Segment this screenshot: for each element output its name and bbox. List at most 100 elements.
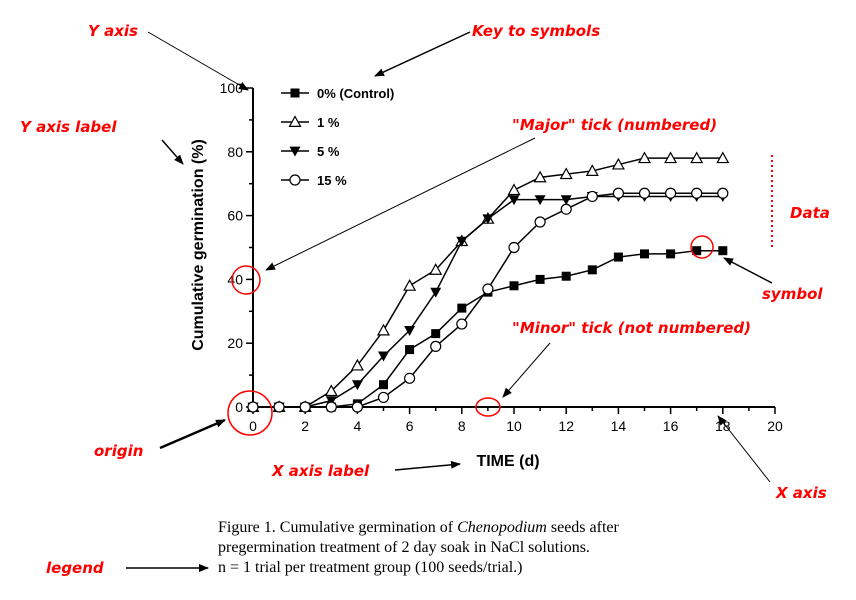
x-tick-label: 20 — [767, 418, 783, 434]
series-2 — [246, 151, 730, 412]
data-point — [560, 195, 572, 206]
x-tick-label: 2 — [301, 418, 309, 434]
data-point — [325, 401, 337, 413]
data-point — [666, 249, 676, 259]
data-point — [324, 384, 338, 397]
y-tick-label: 20 — [227, 335, 243, 351]
data-point — [640, 249, 649, 259]
arrow-key-to-symbols — [374, 31, 471, 77]
data-point — [482, 214, 494, 225]
x-tick-label: 10 — [506, 418, 522, 434]
annotation-legend: legend — [46, 559, 104, 577]
legend-label: 15 % — [317, 173, 347, 188]
legend-entry: 5 % — [281, 144, 340, 159]
data-point — [691, 187, 703, 199]
data-point — [379, 380, 388, 390]
legend-entry: 0% (Control) — [281, 86, 394, 101]
annotation-minor-tick: "Minor" tick (not numbered) — [512, 319, 751, 337]
series-line — [253, 192, 723, 408]
legend-label: 1 % — [317, 115, 340, 130]
highlight-origin — [227, 390, 273, 436]
data-point — [637, 151, 652, 164]
data-point — [351, 401, 363, 413]
data-point — [509, 281, 519, 291]
data-point — [351, 380, 363, 391]
caption-species: Chenopodium — [457, 519, 547, 536]
y-tick-label: 60 — [227, 208, 243, 224]
legend-entry: 15 % — [281, 173, 347, 188]
arrow-y-axis-label — [161, 139, 184, 165]
data-point — [247, 401, 259, 413]
data-point — [431, 329, 441, 339]
x-tick-label: 18 — [715, 418, 731, 434]
y-tick-label: 40 — [227, 271, 243, 287]
data-point — [613, 252, 623, 262]
data-point — [664, 151, 678, 164]
arrow-symbol — [723, 257, 773, 284]
data-point — [717, 187, 729, 199]
x-axis-label: TIME (d) — [476, 453, 539, 470]
data-point — [403, 279, 417, 291]
annotation-x-axis: X axis — [775, 484, 827, 502]
x-tick-label: 4 — [354, 418, 362, 434]
data-point — [587, 265, 597, 275]
data-point — [404, 326, 416, 336]
y-tick-label: 80 — [227, 144, 243, 160]
data-point — [299, 401, 311, 413]
x-tick-label: 0 — [249, 418, 257, 434]
x-tick-label: 16 — [663, 418, 679, 434]
data-point — [586, 190, 598, 203]
series-3 — [247, 192, 729, 413]
data-point — [482, 283, 494, 295]
data-point — [611, 157, 625, 170]
series-4 — [247, 187, 729, 413]
caption-line-3: n = 1 trial per treatment group (100 see… — [218, 559, 523, 576]
legend-marker — [289, 146, 301, 157]
arrow-y-axis — [147, 31, 249, 91]
legend-entry: 1 % — [281, 115, 340, 130]
data-point — [457, 303, 467, 313]
highlight-major-tick — [231, 265, 261, 295]
figure-caption: Figure 1. Cumulative germination of Chen… — [218, 518, 828, 578]
x-tick-label: 8 — [458, 418, 466, 434]
data-point — [325, 396, 337, 407]
axes: 0 2 4 6 8 10 12 14 16 18 20 0 20 40 60 80 100 — [220, 80, 783, 434]
legend-marker — [288, 115, 302, 128]
data-point — [507, 183, 521, 196]
annotation-y-axis-label: Y axis label — [20, 118, 117, 136]
legend-marker — [289, 174, 301, 186]
legend-label: 0% (Control) — [317, 86, 394, 101]
x-tick-label: 12 — [558, 418, 574, 434]
data-series — [246, 151, 730, 413]
data-point — [559, 167, 573, 180]
data-point — [534, 216, 546, 228]
annotation-origin: origin — [94, 442, 143, 460]
data-point — [405, 345, 415, 355]
annotation-key-to-symbols: Key to symbols — [472, 22, 600, 40]
legend-label: 5 % — [317, 144, 340, 159]
data-point — [535, 274, 545, 284]
series-line — [253, 157, 723, 408]
highlight-minor-tick — [475, 397, 501, 417]
arrow-minor-tick — [502, 342, 551, 398]
data-point — [560, 203, 572, 215]
chart-legend: 0% (Control) 1 % 5 % 15 % — [281, 86, 394, 188]
data-point — [404, 372, 416, 384]
series-line — [253, 195, 723, 408]
data-point — [716, 151, 730, 164]
caption-line-2: pregermination treatment of 2 day soak i… — [218, 539, 590, 556]
data-point — [376, 323, 391, 336]
data-point — [430, 340, 442, 352]
data-point — [273, 401, 285, 413]
data-point — [718, 246, 728, 256]
arrow-origin — [159, 418, 226, 450]
data-point — [561, 271, 571, 281]
arrow-major-tick — [265, 137, 536, 271]
data-point — [429, 263, 443, 275]
data-point — [534, 195, 546, 206]
data-point — [378, 351, 389, 362]
data-point — [638, 187, 651, 199]
data-point — [585, 164, 599, 176]
highlight-symbol — [690, 235, 714, 259]
